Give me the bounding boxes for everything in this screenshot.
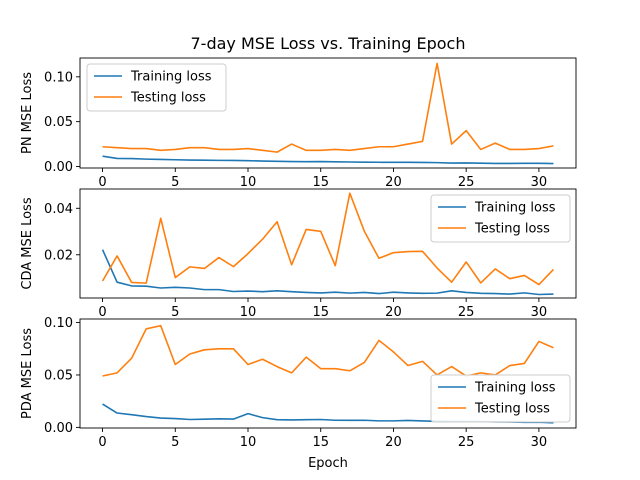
x-tick-label: 15 — [312, 305, 329, 320]
x-tick-label: 15 — [312, 435, 329, 450]
x-tick-label: 30 — [531, 305, 548, 320]
x-tick-label: 5 — [171, 305, 179, 320]
panel-3: 0 5 10 15 20 25 30 0.00 0.05 0.10 PDA MSE Loss Trai… — [20, 316, 577, 450]
legend-label-training: Training loss — [474, 201, 556, 216]
x-tick-label: 15 — [312, 175, 329, 190]
x-tick-label: 30 — [531, 435, 548, 450]
plot-frame — [79, 57, 577, 169]
plot-frame — [79, 318, 577, 429]
panel-2: 0 5 10 15 20 25 30 0.02 0.04 CDA MSE Loss Training… — [20, 188, 577, 320]
series-line-training — [102, 155, 554, 165]
legend-label-testing: Testing loss — [474, 222, 550, 237]
legend-label-testing: Testing loss — [474, 402, 550, 417]
y-tick-label: 0.10 — [44, 316, 73, 331]
legend: Training loss Testing loss — [430, 374, 571, 423]
x-tick-label: 0 — [98, 435, 106, 450]
x-tick-label: 25 — [458, 175, 475, 190]
y-tick-label: 0.00 — [44, 160, 73, 175]
x-tick-label: 20 — [385, 305, 402, 320]
x-tick-label: 5 — [171, 175, 179, 190]
x-tick-label: 0 — [98, 175, 106, 190]
chart-panels: 0 5 10 15 20 25 30 0.00 0.05 0.10 PN MSE Loss Train… — [20, 57, 577, 450]
y-tick-label: 0.05 — [44, 368, 73, 383]
x-tick-label: 0 — [98, 305, 106, 320]
x-tick-label: 20 — [385, 435, 402, 450]
y-tick-label: 0.05 — [44, 115, 73, 130]
x-tick-label: 25 — [458, 305, 475, 320]
x-axis-label: Epoch — [308, 456, 348, 471]
legend-label-training: Training loss — [474, 381, 556, 396]
x-tick-label: 30 — [531, 175, 548, 190]
y-axis-label: PDA MSE Loss — [20, 328, 35, 419]
x-tick-label: 10 — [240, 175, 257, 190]
legend-label-testing: Testing loss — [130, 91, 206, 106]
series-line-testing — [101, 192, 555, 286]
y-tick-label: 0.00 — [44, 421, 73, 436]
series-line-testing — [102, 324, 554, 377]
x-tick-label: 5 — [171, 435, 179, 450]
x-tick-label: 25 — [458, 435, 475, 450]
y-tick-label: 0.10 — [44, 70, 73, 85]
chart-title: 7-day MSE Loss vs. Training Epoch — [191, 34, 466, 53]
y-axis-label: CDA MSE Loss — [20, 197, 35, 289]
series-line-training — [101, 249, 554, 296]
y-tick-label: 0.04 — [44, 202, 73, 217]
x-tick-label: 20 — [385, 175, 402, 190]
panel-1: 0 5 10 15 20 25 30 0.00 0.05 0.10 PN MSE Loss Train… — [20, 57, 577, 190]
y-tick-label: 0.02 — [44, 248, 73, 263]
y-axis-label: PN MSE Loss — [20, 72, 35, 154]
plot-frame — [79, 188, 577, 299]
legend-label-training: Training loss — [130, 70, 212, 85]
x-tick-label: 10 — [240, 435, 257, 450]
x-tick-label: 10 — [240, 305, 257, 320]
legend: Training loss Testing loss — [86, 63, 227, 112]
legend: Training loss Testing loss — [430, 194, 571, 243]
series-line-testing — [102, 62, 554, 153]
